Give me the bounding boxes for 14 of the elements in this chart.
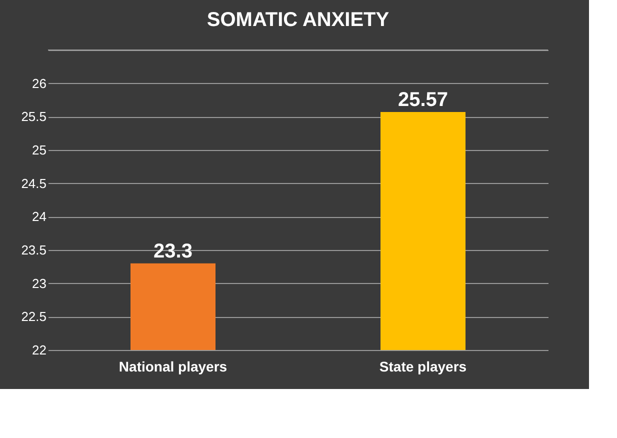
data-label: 23.3 (154, 240, 192, 262)
y-tick-label: 24 (32, 209, 46, 224)
x-tick-label: State players (379, 358, 467, 374)
y-tick-label: 23 (32, 276, 46, 291)
y-tick-label: 22.5 (21, 309, 46, 324)
chart-title: SOMATIC ANXIETY (206, 9, 390, 31)
y-tick-label: 25 (32, 142, 46, 158)
y-tick-label: 22 (32, 342, 46, 358)
y-tick-label: 26 (32, 76, 46, 91)
y-tick-label: 23.5 (21, 242, 46, 258)
y-tick-label: 25.5 (21, 109, 46, 124)
data-label: 25.57 (398, 89, 448, 111)
y-tick-label: 24.5 (21, 176, 46, 191)
x-tick-label: National players (118, 358, 228, 374)
